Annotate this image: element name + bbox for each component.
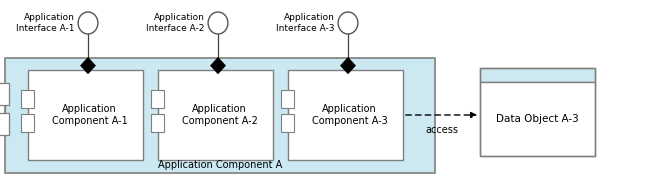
Bar	[5, 58, 435, 173]
Text: access: access	[425, 125, 458, 135]
Bar	[480, 68, 595, 156]
Bar	[0, 113, 9, 135]
Bar	[281, 114, 294, 132]
Text: Application
Component A-3: Application Component A-3	[312, 104, 388, 126]
Ellipse shape	[78, 12, 98, 34]
Ellipse shape	[208, 12, 228, 34]
Bar	[151, 114, 164, 132]
Bar	[21, 114, 34, 132]
Polygon shape	[81, 58, 95, 73]
Bar	[21, 90, 34, 108]
Polygon shape	[211, 58, 225, 73]
Bar	[288, 70, 403, 160]
Ellipse shape	[338, 12, 358, 34]
Text: Application
Interface A-3: Application Interface A-3	[276, 13, 335, 33]
Bar	[281, 90, 294, 108]
Text: Application
Component A-2: Application Component A-2	[182, 104, 257, 126]
Text: Application
Interface A-1: Application Interface A-1	[16, 13, 75, 33]
Bar	[158, 70, 273, 160]
Bar	[0, 83, 9, 105]
Polygon shape	[341, 58, 355, 73]
Bar	[151, 90, 164, 108]
Text: Data Object A-3: Data Object A-3	[496, 114, 579, 124]
Text: Application Component A: Application Component A	[158, 160, 282, 170]
Bar	[480, 82, 595, 156]
Bar	[480, 68, 595, 82]
Text: Application
Component A-1: Application Component A-1	[52, 104, 127, 126]
Bar	[28, 70, 143, 160]
Text: Application
Interface A-2: Application Interface A-2	[146, 13, 205, 33]
